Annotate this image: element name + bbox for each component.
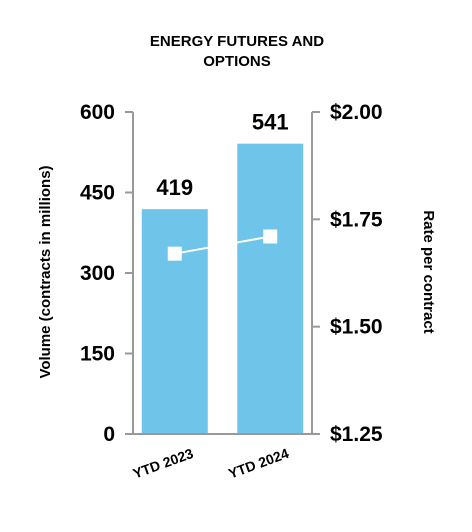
bar-series xyxy=(141,143,304,434)
chart-title-line-1: ENERGY FUTURES AND xyxy=(150,33,324,50)
bar-value-label: 541 xyxy=(252,110,289,135)
right-tick-label: $1.75 xyxy=(330,208,383,231)
rate-line xyxy=(174,235,271,255)
bar xyxy=(141,209,208,434)
bar-value-label: 419 xyxy=(156,175,193,200)
chart-title: ENERGY FUTURES AND OPTIONS xyxy=(150,33,324,70)
rate-point xyxy=(263,229,278,244)
left-tick-label: 150 xyxy=(80,343,115,366)
left-tick-label: 300 xyxy=(80,262,115,285)
left-axis-label: Volume (contracts in millions) xyxy=(37,165,54,378)
chart-title-line-2: OPTIONS xyxy=(203,53,271,70)
right-axis-ticks: $1.25 $1.50 $1.75 $2.00 xyxy=(312,101,383,446)
category-label: YTD 2023 xyxy=(131,445,196,482)
category-label: YTD 2024 xyxy=(226,445,291,482)
category-labels: YTD 2023 YTD 2024 xyxy=(131,445,291,482)
right-axis-label: Rate per contract xyxy=(420,210,437,333)
left-tick-label: 600 xyxy=(80,101,115,124)
rate-point xyxy=(167,246,182,261)
bar xyxy=(237,143,304,434)
right-tick-label: $1.50 xyxy=(330,316,383,339)
left-tick-label: 450 xyxy=(80,182,115,205)
rate-line-series xyxy=(167,229,278,261)
bar-data-labels: 419 541 xyxy=(156,110,288,200)
right-tick-label: $1.25 xyxy=(330,423,383,446)
right-tick-label: $2.00 xyxy=(330,101,383,124)
left-tick-label: 0 xyxy=(103,423,115,446)
left-axis-ticks: 0 150 300 450 600 xyxy=(80,101,133,446)
